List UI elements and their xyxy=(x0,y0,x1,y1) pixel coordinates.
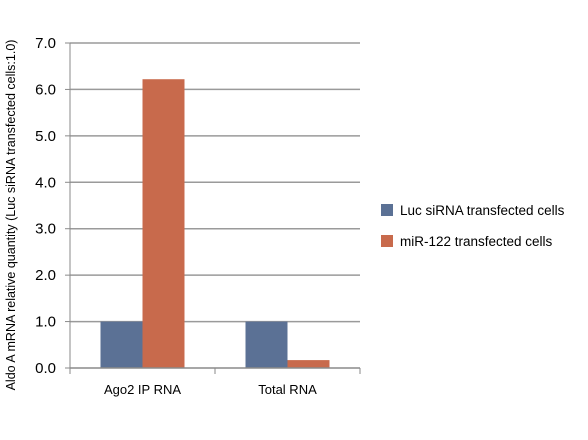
axes: 0.0 1.0 2.0 3.0 4.0 5.0 6.0 7.0 Ago2 IP RNA Total… xyxy=(35,35,361,397)
bar-luc-sirna-total-rna xyxy=(245,321,288,368)
y-axis-label: Aldo A mRNA relative quantity (Luc siRNA… xyxy=(4,40,18,391)
gridlines xyxy=(70,42,360,323)
legend-swatch xyxy=(381,204,393,216)
y-tick-label: 1.0 xyxy=(35,314,56,331)
y-tick-label: 2.0 xyxy=(35,267,56,284)
y-tick-label: 6.0 xyxy=(35,81,56,98)
legend-label: Luc siRNA transfected cells xyxy=(400,203,565,218)
bar-mir-122-total-rna xyxy=(287,360,330,368)
legend-swatch xyxy=(381,235,393,247)
bar-mir-122-ago2-ip xyxy=(142,79,185,368)
y-tick-label: 4.0 xyxy=(35,174,56,191)
bar-luc-sirna-ago2-ip xyxy=(100,321,143,368)
y-tick-label: 0.0 xyxy=(35,360,56,377)
x-tick-label: Ago2 IP RNA xyxy=(104,382,181,397)
y-tick-label: 3.0 xyxy=(35,221,56,238)
bars xyxy=(100,79,330,368)
x-tick-label: Total RNA xyxy=(258,382,317,397)
y-tick-label: 7.0 xyxy=(35,35,56,52)
legend: Luc siRNA transfected cells miR-122 trans… xyxy=(381,203,565,249)
legend-label: miR-122 transfected cells xyxy=(400,234,553,249)
y-tick-label: 5.0 xyxy=(35,128,56,145)
